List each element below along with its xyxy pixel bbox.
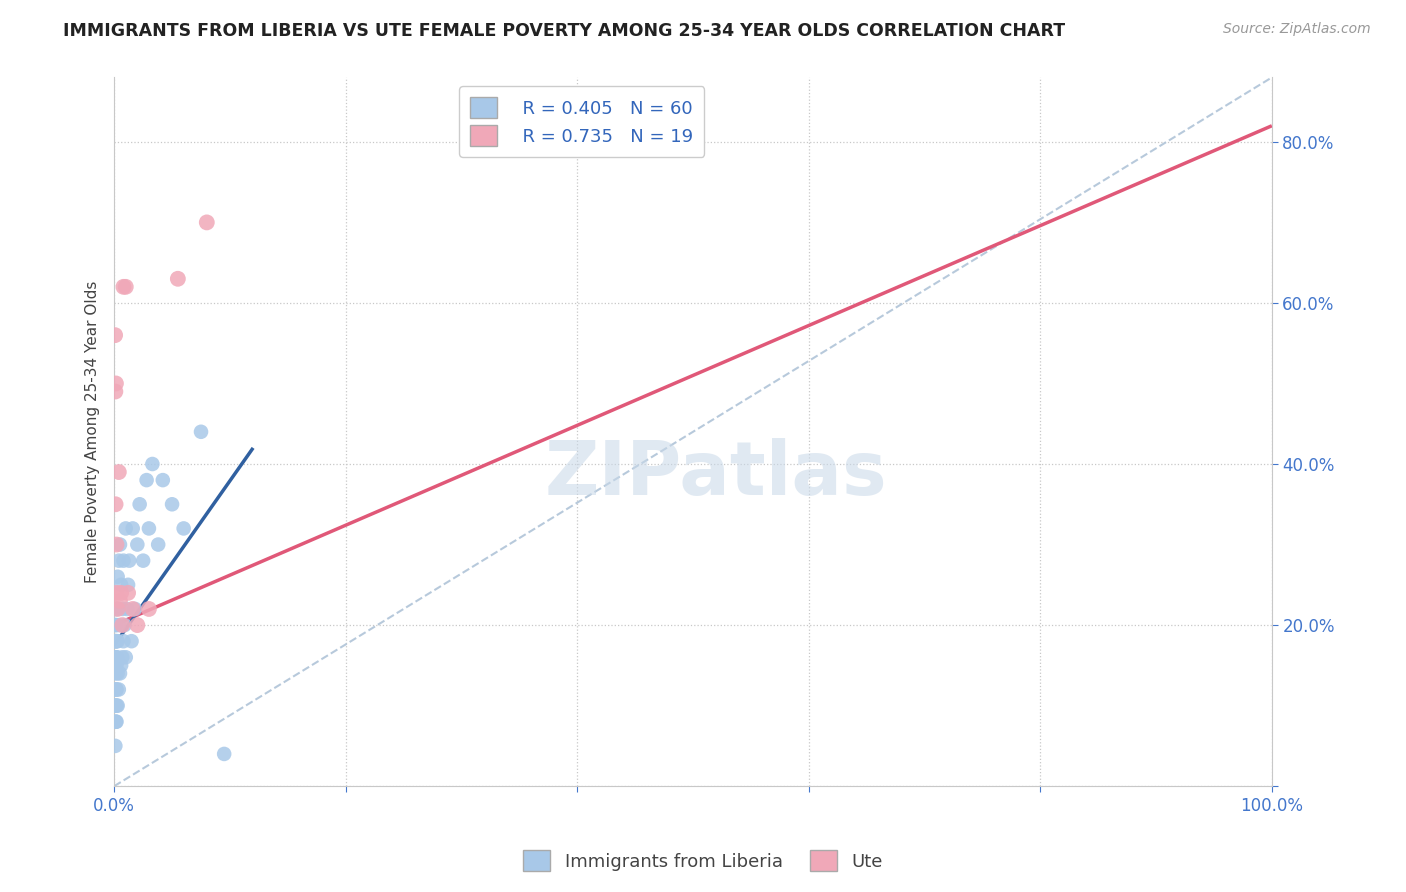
Point (148, 537, 170, 551)
Point (108, 465, 131, 479)
Point (118, 554, 141, 568)
Point (115, 602, 138, 616)
Point (107, 666, 129, 681)
Point (105, 537, 128, 551)
Point (138, 521, 160, 535)
Point (108, 666, 131, 681)
Point (104, 658, 127, 673)
Point (132, 554, 155, 568)
Legend:   R = 0.405   N = 60,   R = 0.735   N = 19: R = 0.405 N = 60, R = 0.735 N = 19 (458, 87, 704, 157)
Y-axis label: Female Poverty Among 25-34 Year Olds: Female Poverty Among 25-34 Year Olds (86, 281, 100, 583)
Point (104, 714, 127, 729)
Point (195, 215, 218, 229)
Point (104, 682, 127, 697)
Point (104, 739, 127, 753)
Point (127, 537, 149, 551)
Point (105, 650, 128, 665)
Point (104, 634, 127, 648)
Point (104, 714, 127, 729)
Point (167, 272, 190, 286)
Point (212, 747, 235, 761)
Point (105, 682, 128, 697)
Point (105, 586, 128, 600)
Point (121, 521, 143, 535)
Point (117, 578, 139, 592)
Point (111, 602, 134, 616)
Point (152, 473, 174, 487)
Legend: Immigrants from Liberia, Ute: Immigrants from Liberia, Ute (516, 843, 890, 879)
Point (108, 594, 131, 608)
Point (138, 602, 160, 616)
Point (105, 682, 128, 697)
Point (141, 457, 163, 471)
Point (108, 618, 131, 632)
Point (114, 618, 136, 632)
Point (121, 602, 143, 616)
Point (105, 602, 128, 616)
Text: IMMIGRANTS FROM LIBERIA VS UTE FEMALE POVERTY AMONG 25-34 YEAR OLDS CORRELATION : IMMIGRANTS FROM LIBERIA VS UTE FEMALE PO… (63, 22, 1066, 40)
Point (111, 618, 134, 632)
Point (160, 497, 183, 511)
Point (105, 698, 128, 713)
Point (127, 618, 149, 632)
Point (114, 280, 136, 294)
Point (104, 634, 127, 648)
Point (111, 650, 134, 665)
Point (124, 602, 146, 616)
Point (135, 473, 157, 487)
Point (104, 328, 127, 343)
Point (108, 682, 131, 697)
Point (114, 521, 136, 535)
Point (114, 650, 136, 665)
Point (112, 554, 135, 568)
Point (104, 602, 127, 616)
Point (104, 376, 127, 391)
Point (117, 586, 139, 600)
Point (121, 634, 143, 648)
Point (128, 497, 150, 511)
Point (105, 634, 128, 648)
Point (112, 280, 135, 294)
Point (173, 521, 195, 535)
Point (105, 714, 128, 729)
Point (108, 537, 131, 551)
Point (104, 618, 127, 632)
Point (112, 634, 135, 648)
Point (105, 658, 128, 673)
Point (110, 586, 132, 600)
Point (104, 497, 127, 511)
Text: Source: ZipAtlas.com: Source: ZipAtlas.com (1223, 22, 1371, 37)
Point (104, 698, 127, 713)
Point (105, 650, 128, 665)
Point (104, 666, 127, 681)
Point (105, 634, 128, 648)
Text: ZIPatlas: ZIPatlas (546, 438, 887, 511)
Point (107, 698, 129, 713)
Point (107, 570, 129, 584)
Point (104, 698, 127, 713)
Point (104, 618, 127, 632)
Point (104, 384, 127, 399)
Point (110, 658, 132, 673)
Point (107, 602, 129, 616)
Point (108, 554, 131, 568)
Point (107, 634, 129, 648)
Point (104, 650, 127, 665)
Point (190, 425, 212, 439)
Point (110, 578, 132, 592)
